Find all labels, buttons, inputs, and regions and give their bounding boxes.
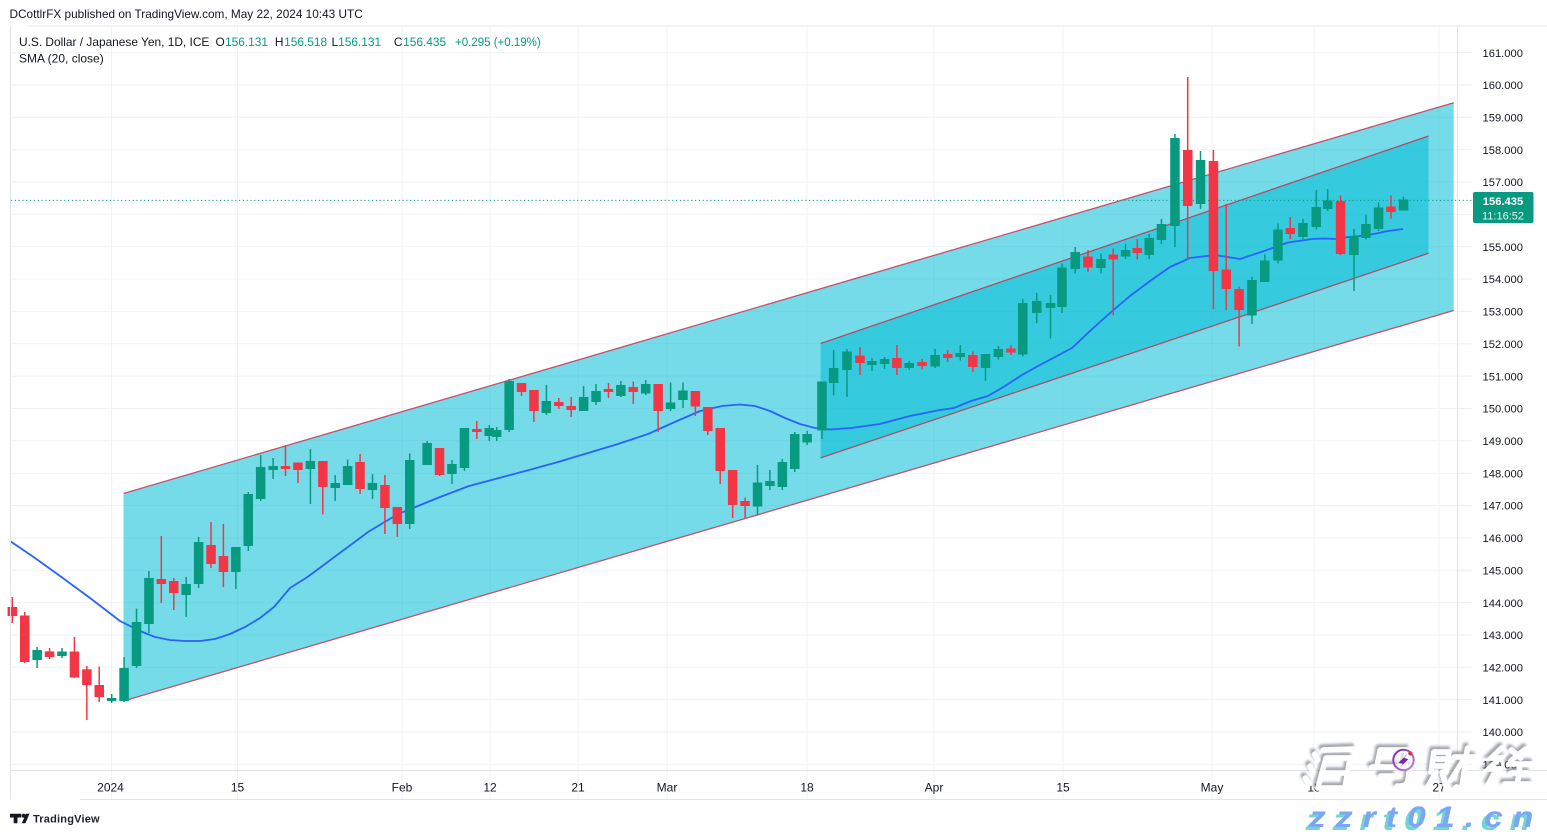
svg-text:152.000: 152.000 bbox=[1483, 339, 1523, 351]
svg-text:SMA (20, close): SMA (20, close) bbox=[19, 52, 104, 66]
svg-text:12: 12 bbox=[483, 781, 497, 795]
svg-text:May: May bbox=[1201, 781, 1224, 795]
svg-text:156.435: 156.435 bbox=[1483, 196, 1523, 208]
svg-text:148.000: 148.000 bbox=[1483, 468, 1523, 480]
svg-text:159.000: 159.000 bbox=[1483, 113, 1523, 125]
svg-text:154.000: 154.000 bbox=[1483, 274, 1523, 286]
svg-text:21: 21 bbox=[571, 781, 585, 795]
svg-text:155.000: 155.000 bbox=[1483, 242, 1523, 254]
svg-text:Feb: Feb bbox=[392, 781, 413, 795]
svg-text:140.000: 140.000 bbox=[1483, 727, 1523, 739]
svg-text:153.000: 153.000 bbox=[1483, 307, 1523, 319]
svg-text:TradingView: TradingView bbox=[33, 813, 100, 825]
svg-text:158.000: 158.000 bbox=[1483, 145, 1523, 157]
svg-text:147.000: 147.000 bbox=[1483, 501, 1523, 513]
svg-text:15: 15 bbox=[231, 781, 245, 795]
svg-text:U.S. Dollar / Japanese Yen, 1D: U.S. Dollar / Japanese Yen, 1D, ICE O156.… bbox=[19, 35, 541, 49]
svg-text:161.000: 161.000 bbox=[1483, 48, 1523, 60]
svg-text:150.000: 150.000 bbox=[1483, 404, 1523, 416]
svg-text:15: 15 bbox=[1056, 781, 1070, 795]
svg-text:11:16:52: 11:16:52 bbox=[1482, 211, 1524, 223]
svg-text:144.000: 144.000 bbox=[1483, 598, 1523, 610]
svg-text:142.000: 142.000 bbox=[1483, 663, 1523, 675]
svg-text:146.000: 146.000 bbox=[1483, 533, 1523, 545]
svg-text:157.000: 157.000 bbox=[1483, 177, 1523, 189]
svg-text:DCottlrFX published on Trading: DCottlrFX published on TradingView.com, … bbox=[10, 7, 364, 21]
svg-text:151.000: 151.000 bbox=[1483, 371, 1523, 383]
svg-text:Apr: Apr bbox=[925, 781, 944, 795]
svg-text:Mar: Mar bbox=[657, 781, 678, 795]
svg-text:18: 18 bbox=[800, 781, 814, 795]
svg-text:149.000: 149.000 bbox=[1483, 436, 1523, 448]
svg-text:143.000: 143.000 bbox=[1483, 630, 1523, 642]
svg-text:145.000: 145.000 bbox=[1483, 565, 1523, 577]
svg-text:160.000: 160.000 bbox=[1483, 80, 1523, 92]
svg-text:141.000: 141.000 bbox=[1483, 695, 1523, 707]
svg-text:2024: 2024 bbox=[97, 781, 124, 795]
